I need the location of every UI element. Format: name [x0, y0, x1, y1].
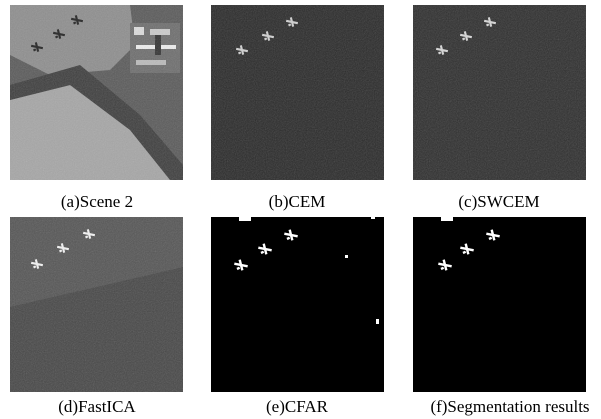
fastica-image [10, 217, 183, 392]
scene-image [10, 5, 183, 180]
caption: (d)FastICA [0, 397, 197, 417]
caption: (a)Scene 2 [0, 192, 197, 212]
caption: (c)SWCEM [399, 192, 599, 212]
caption: (b)CEM [197, 192, 397, 212]
swcem-image [413, 5, 586, 180]
cem-image [211, 5, 384, 180]
cfar-image [211, 217, 384, 392]
segmentation-image [413, 217, 586, 392]
figure: (a)Scene 2 (b)CEM (c)SWCEM (d)FastICA (e… [0, 0, 601, 419]
caption: (e)CFAR [197, 397, 397, 417]
caption: (f)Segmentation results [410, 397, 601, 417]
